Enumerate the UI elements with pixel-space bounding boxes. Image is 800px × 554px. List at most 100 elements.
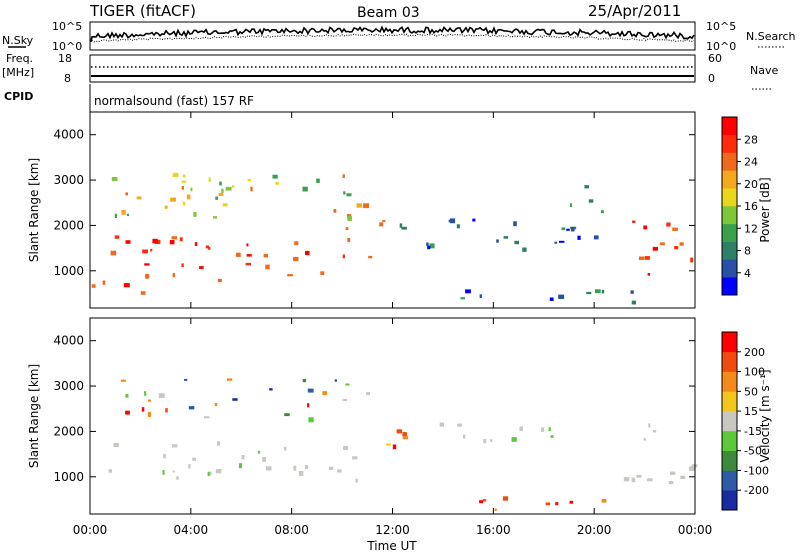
echo-cell [554, 241, 558, 244]
echo-cell [114, 213, 117, 218]
echo-cell [623, 477, 630, 482]
colorbar-tick-label: -100 [744, 464, 769, 477]
y-tick-label: 1000 [53, 264, 84, 278]
colorbar-segment [722, 391, 737, 412]
echo-cell [265, 264, 270, 270]
echo-cell [265, 466, 272, 471]
echo-cell [172, 470, 175, 473]
echo-cell [346, 214, 352, 218]
echo-cell [316, 178, 320, 183]
echo-cell [263, 253, 268, 258]
noise-sky-trace [90, 25, 695, 43]
echo-cell [522, 247, 527, 252]
echo-cell [541, 427, 545, 432]
echo-cell [457, 423, 463, 427]
echo-cell [181, 186, 184, 190]
colorbar-tick-label: 4 [744, 267, 751, 280]
echo-cell [136, 196, 142, 200]
echo-cell [630, 290, 634, 294]
y-tick-label: 1000 [53, 470, 84, 484]
colorbar-segment [722, 241, 737, 260]
echo-cell [241, 455, 245, 460]
echo-cell [588, 199, 594, 203]
echo-cell [302, 378, 307, 383]
echo-cell [601, 289, 605, 294]
echo-cell [126, 213, 130, 216]
echo-cell [176, 476, 179, 480]
echo-cell [305, 250, 310, 256]
x-tick-label: 12:00 [375, 523, 410, 537]
echo-cell [503, 236, 509, 239]
echo-cell [559, 240, 565, 243]
echo-cell [519, 426, 523, 431]
echo-cell [199, 266, 204, 269]
x-tick-label: 04:00 [174, 523, 209, 537]
echo-cell [584, 185, 589, 189]
echo-cell [125, 394, 129, 398]
echo-cell [648, 423, 651, 428]
echo-cell [232, 185, 235, 188]
echo-cell [549, 297, 554, 301]
echo-cell [262, 456, 267, 462]
echo-cell [158, 393, 165, 398]
echo-cell [192, 457, 196, 461]
colorbar-tick-label: 20 [744, 178, 758, 191]
echo-cell [652, 246, 658, 251]
echo-cell [217, 278, 222, 283]
echo-cell [586, 291, 592, 295]
power-y-ticks: 1000 2000 3000 4000 [53, 128, 695, 278]
date-label: 25/Apr/2011 [588, 2, 681, 20]
cpid-label: CPID [4, 90, 33, 103]
x-tick-label: 00:00 [73, 523, 108, 537]
echo-cell [140, 291, 146, 295]
cpid-text: normalsound (fast) 157 RF [94, 94, 254, 108]
echo-cell [144, 263, 150, 266]
colorbar-tick-label: 15 [744, 405, 758, 418]
echo-cell [465, 289, 471, 294]
echo-cell [208, 177, 211, 183]
colorbar-tick-label: -15 [744, 425, 762, 438]
echo-cell [456, 224, 460, 229]
colorbar-tick-label: 16 [744, 200, 758, 213]
velocity-y-axis-label: Slant Range [km] [27, 364, 41, 468]
echo-cell [147, 399, 151, 402]
echo-cell [147, 412, 151, 417]
echo-cell [502, 496, 509, 501]
noise-traces [90, 25, 695, 43]
echo-cell [222, 203, 228, 207]
echo-cell [272, 174, 278, 179]
echo-cell [205, 245, 210, 249]
echo-cell [631, 300, 636, 305]
x-tick-label: 16:00 [476, 523, 511, 537]
echo-cell [337, 469, 342, 473]
x-tick-label: 08:00 [274, 523, 309, 537]
echo-cell [141, 407, 145, 412]
echo-cell [298, 471, 304, 476]
echo-cell [680, 475, 686, 479]
echo-cell [426, 242, 429, 247]
echo-cell [238, 463, 242, 469]
echo-cell [194, 242, 198, 246]
echo-cell [284, 413, 290, 417]
echo-cell [472, 218, 476, 222]
freq-panel-frame [89, 54, 696, 83]
echo-cell [163, 453, 166, 459]
echo-cell [257, 451, 261, 454]
echo-cell [345, 383, 350, 386]
echo-cell [152, 238, 158, 244]
echo-cell [402, 436, 408, 440]
echo-cell [125, 410, 130, 415]
echo-cell [479, 500, 484, 504]
colorbar-segment [722, 411, 737, 432]
echo-cell [218, 193, 224, 196]
power-colorbar-label: Power [dB] [758, 177, 772, 242]
echo-cell [123, 283, 130, 288]
colorbar-tick-label: 24 [744, 156, 758, 169]
echo-cell [302, 186, 308, 192]
echo-cell [184, 378, 188, 381]
echo-cell [548, 427, 551, 431]
echo-cell [91, 284, 96, 288]
echo-cell [164, 205, 168, 209]
nave-tick-bottom: 0 [708, 72, 715, 85]
echo-cell [209, 471, 212, 476]
